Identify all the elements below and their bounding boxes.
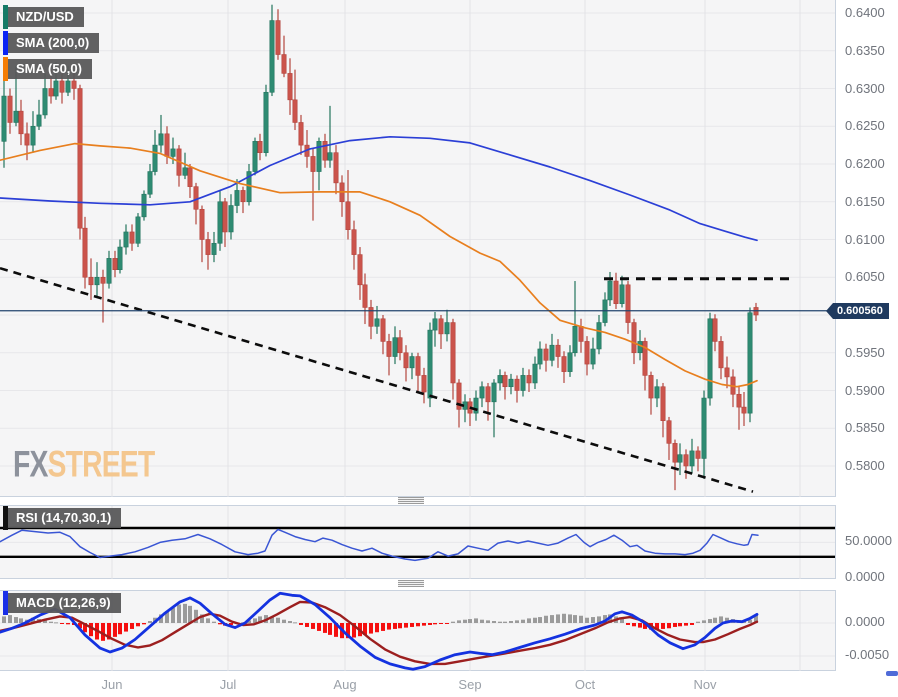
month-label-aug: Aug xyxy=(333,677,357,692)
rsi-canvas[interactable] xyxy=(0,506,835,579)
rsi-panel[interactable] xyxy=(0,505,836,579)
time-axis[interactable]: Jun Jul Aug Sep Oct Nov xyxy=(0,671,836,697)
sma200-badge[interactable]: SMA (200,0) xyxy=(8,33,100,53)
panel-resize-handle-macd[interactable] xyxy=(398,580,424,587)
month-label-oct: Oct xyxy=(574,677,596,692)
axis-tick-label: 0.6050 xyxy=(845,269,885,285)
price-chart-canvas[interactable] xyxy=(0,0,835,497)
axis-tick-label: 0.6100 xyxy=(845,231,885,247)
price-chart-panel[interactable] xyxy=(0,0,836,497)
axis-tick-label: 0.0000 xyxy=(845,614,885,629)
axis-tick-label: 0.5950 xyxy=(845,344,885,360)
macd-panel[interactable] xyxy=(0,590,836,671)
axis-tick-label: 0.5900 xyxy=(845,382,885,398)
panel-resize-handle-rsi[interactable] xyxy=(398,497,424,504)
price-axis[interactable]: 0.6400 0.6350 0.6300 0.6250 0.6200 0.6150 0.61… xyxy=(836,0,898,497)
sma50-accent-bar xyxy=(3,57,8,81)
macd-badge[interactable]: MACD (12,26,9) xyxy=(8,593,121,613)
sma200-accent-bar xyxy=(3,31,8,55)
fxstreet-watermark-fx: FX xyxy=(13,443,48,485)
axis-tick-label: 0.0000 xyxy=(845,569,885,585)
month-label-sep: Sep xyxy=(458,677,482,692)
month-label-jun: Jun xyxy=(101,677,123,692)
axis-tick-label: 0.5800 xyxy=(845,458,885,473)
axis-tick-label: 0.6300 xyxy=(845,80,885,96)
rsi-badge[interactable]: RSI (14,70,30,1) xyxy=(8,508,122,528)
macd-accent-bar xyxy=(3,591,8,615)
month-label-jul: Jul xyxy=(219,677,237,692)
rsi-axis[interactable]: 50.0000 0.0000 xyxy=(836,505,898,584)
time-axis-marker xyxy=(886,671,898,676)
axis-tick-label: 0.6400 xyxy=(845,5,885,20)
fxstreet-watermark: FXSTREET xyxy=(13,443,156,486)
macd-canvas[interactable] xyxy=(0,591,835,671)
axis-tick-label: -0.0050 xyxy=(845,647,890,662)
month-label-nov: Nov xyxy=(693,677,717,692)
symbol-accent-bar xyxy=(3,5,8,29)
axis-tick-label: 0.5850 xyxy=(845,420,885,436)
axis-tick-label: 0.6350 xyxy=(845,42,885,58)
fxstreet-watermark-street: STREET xyxy=(47,443,156,485)
sma50-badge[interactable]: SMA (50,0) xyxy=(8,59,92,79)
axis-tick-label: 0.6250 xyxy=(845,118,885,134)
axis-tick-label: 0.6200 xyxy=(845,156,885,171)
current-price-badge: 0.600560 xyxy=(826,303,889,319)
macd-axis[interactable]: 0.0000 -0.0050 xyxy=(836,590,898,671)
symbol-badge: NZD/USD xyxy=(8,7,84,27)
rsi-accent-bar xyxy=(3,506,8,530)
axis-tick-label: 50.0000 xyxy=(845,533,892,549)
axis-tick-label: 0.6150 xyxy=(845,193,885,209)
